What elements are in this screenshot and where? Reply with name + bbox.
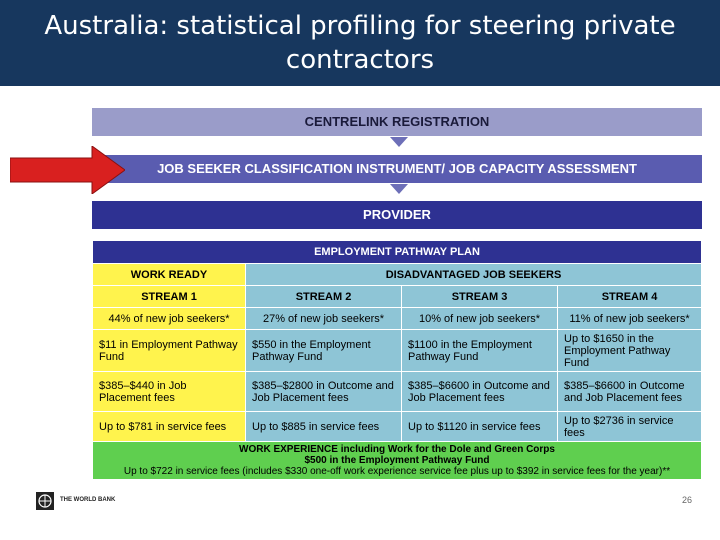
down-arrow-icon <box>390 184 408 194</box>
title-line-2: contractors <box>285 45 435 75</box>
world-bank-logo-icon <box>36 492 54 510</box>
stream-4-share: 11% of new job seekers* <box>557 307 702 330</box>
title-line-1: Australia: statistical profiling for ste… <box>44 11 676 41</box>
work-experience-title: WORK EXPERIENCE including Work for the D… <box>239 444 555 455</box>
stream-1-pathway-fund: $11 in Employment Pathway Fund <box>92 329 246 372</box>
stream-3-pathway-fund: $1100 in the Employment Pathway Fund <box>401 329 558 372</box>
work-experience-fees: Up to $722 in service fees (includes $33… <box>123 466 671 477</box>
stream-2-header: STREAM 2 <box>245 285 402 308</box>
stream-3-service-fees: Up to $1120 in service fees <box>401 411 558 442</box>
stream-1-service-fees: Up to $781 in service fees <box>92 411 246 442</box>
plan-header: EMPLOYMENT PATHWAY PLAN <box>92 240 702 264</box>
stream-1-share: 44% of new job seekers* <box>92 307 246 330</box>
stream-4-header: STREAM 4 <box>557 285 702 308</box>
stream-2-service-fees: Up to $885 in service fees <box>245 411 402 442</box>
stream-2-pathway-fund: $550 in the Employment Pathway Fund <box>245 329 402 372</box>
stream-4-placement-fees: $385–$6600 in Outcome and Job Placement … <box>557 371 702 412</box>
work-experience-fund: $500 in the Employment Pathway Fund <box>304 455 490 466</box>
employment-pathway-plan-table: EMPLOYMENT PATHWAY PLAN WORK READY DISAD… <box>92 240 702 480</box>
centrelink-registration-bar: CENTRELINK REGISTRATION <box>92 108 702 136</box>
provider-bar: PROVIDER <box>92 201 702 229</box>
stream-3-share: 10% of new job seekers* <box>401 307 558 330</box>
page-number: 26 <box>682 495 693 505</box>
stream-1-header: STREAM 1 <box>92 285 246 308</box>
stream-3-header: STREAM 3 <box>401 285 558 308</box>
stream-1-placement-fees: $385–$440 in Job Placement fees <box>92 371 246 412</box>
stream-4-service-fees: Up to $2736 in service fees <box>557 411 702 442</box>
stream-4-pathway-fund: Up to $1650 in the Employment Pathway Fu… <box>557 329 702 372</box>
footer-org: THE WORLD BANK <box>60 497 116 503</box>
work-ready-header: WORK READY <box>92 263 246 286</box>
slide-title: Australia: statistical profiling for ste… <box>0 0 720 86</box>
stream-2-placement-fees: $385–$2800 in Outcome and Job Placement … <box>245 371 402 412</box>
classification-instrument-bar: JOB SEEKER CLASSIFICATION INSTRUMENT/ JO… <box>92 155 702 183</box>
red-arrow-icon <box>9 145 126 195</box>
disadvantaged-header: DISADVANTAGED JOB SEEKERS <box>245 263 702 286</box>
down-arrow-icon <box>390 137 408 147</box>
stream-3-placement-fees: $385–$6600 in Outcome and Job Placement … <box>401 371 558 412</box>
stream-2-share: 27% of new job seekers* <box>245 307 402 330</box>
work-experience-row: WORK EXPERIENCE including Work for the D… <box>92 441 702 480</box>
